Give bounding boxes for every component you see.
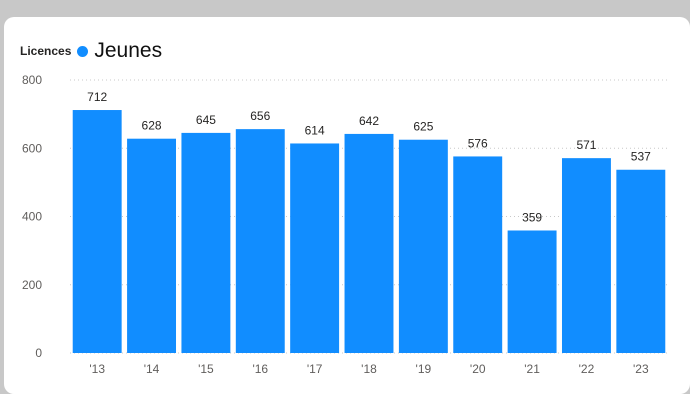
bar xyxy=(344,133,394,353)
y-tick-label: 400 xyxy=(22,210,42,224)
bar xyxy=(453,156,503,353)
legend-series-name: Jeunes xyxy=(94,39,163,62)
x-tick-label: '23 xyxy=(633,362,649,376)
bar xyxy=(290,143,340,353)
y-tick-label: 200 xyxy=(22,278,42,292)
x-tick-label: '17 xyxy=(307,362,323,376)
x-tick-label: '13 xyxy=(89,362,105,376)
x-tick-label: '20 xyxy=(470,362,486,376)
x-tick-label: '19 xyxy=(416,362,432,376)
x-tick-label: '16 xyxy=(252,362,268,376)
data-label: 628 xyxy=(142,119,162,133)
y-tick-label: 600 xyxy=(22,141,42,155)
data-label: 642 xyxy=(359,114,379,128)
bar xyxy=(561,158,611,353)
legend-title: Licences xyxy=(20,44,72,58)
data-label: 359 xyxy=(522,210,542,224)
data-label: 571 xyxy=(576,138,596,152)
bar xyxy=(181,132,231,353)
data-label: 625 xyxy=(413,120,433,134)
legend: Licences Jeunes xyxy=(20,39,162,63)
bar xyxy=(72,110,122,353)
data-label: 537 xyxy=(631,150,651,164)
data-label: 656 xyxy=(250,109,270,123)
chart-card: Licences Jeunes 0 200 400 600 800 712 '13 628 '1… xyxy=(4,17,690,394)
bar xyxy=(616,169,666,353)
bar xyxy=(507,230,557,353)
bar-chart: 0 200 400 600 800 712 '13 628 '14 645 '15 656 '16 614… xyxy=(22,73,668,376)
data-label: 645 xyxy=(196,113,216,127)
legend-marker xyxy=(77,45,89,57)
y-tick-label: 0 xyxy=(35,346,42,360)
data-label: 614 xyxy=(305,123,325,137)
data-label: 576 xyxy=(468,136,488,150)
x-tick-label: '15 xyxy=(198,362,214,376)
bar xyxy=(235,129,285,353)
x-tick-label: '18 xyxy=(361,362,377,376)
x-tick-label: '21 xyxy=(524,362,540,376)
x-tick-label: '14 xyxy=(144,362,160,376)
y-tick-label: 800 xyxy=(22,73,42,87)
bar xyxy=(398,139,448,353)
bar xyxy=(127,138,177,353)
data-label: 712 xyxy=(87,90,107,104)
x-tick-label: '22 xyxy=(579,362,595,376)
